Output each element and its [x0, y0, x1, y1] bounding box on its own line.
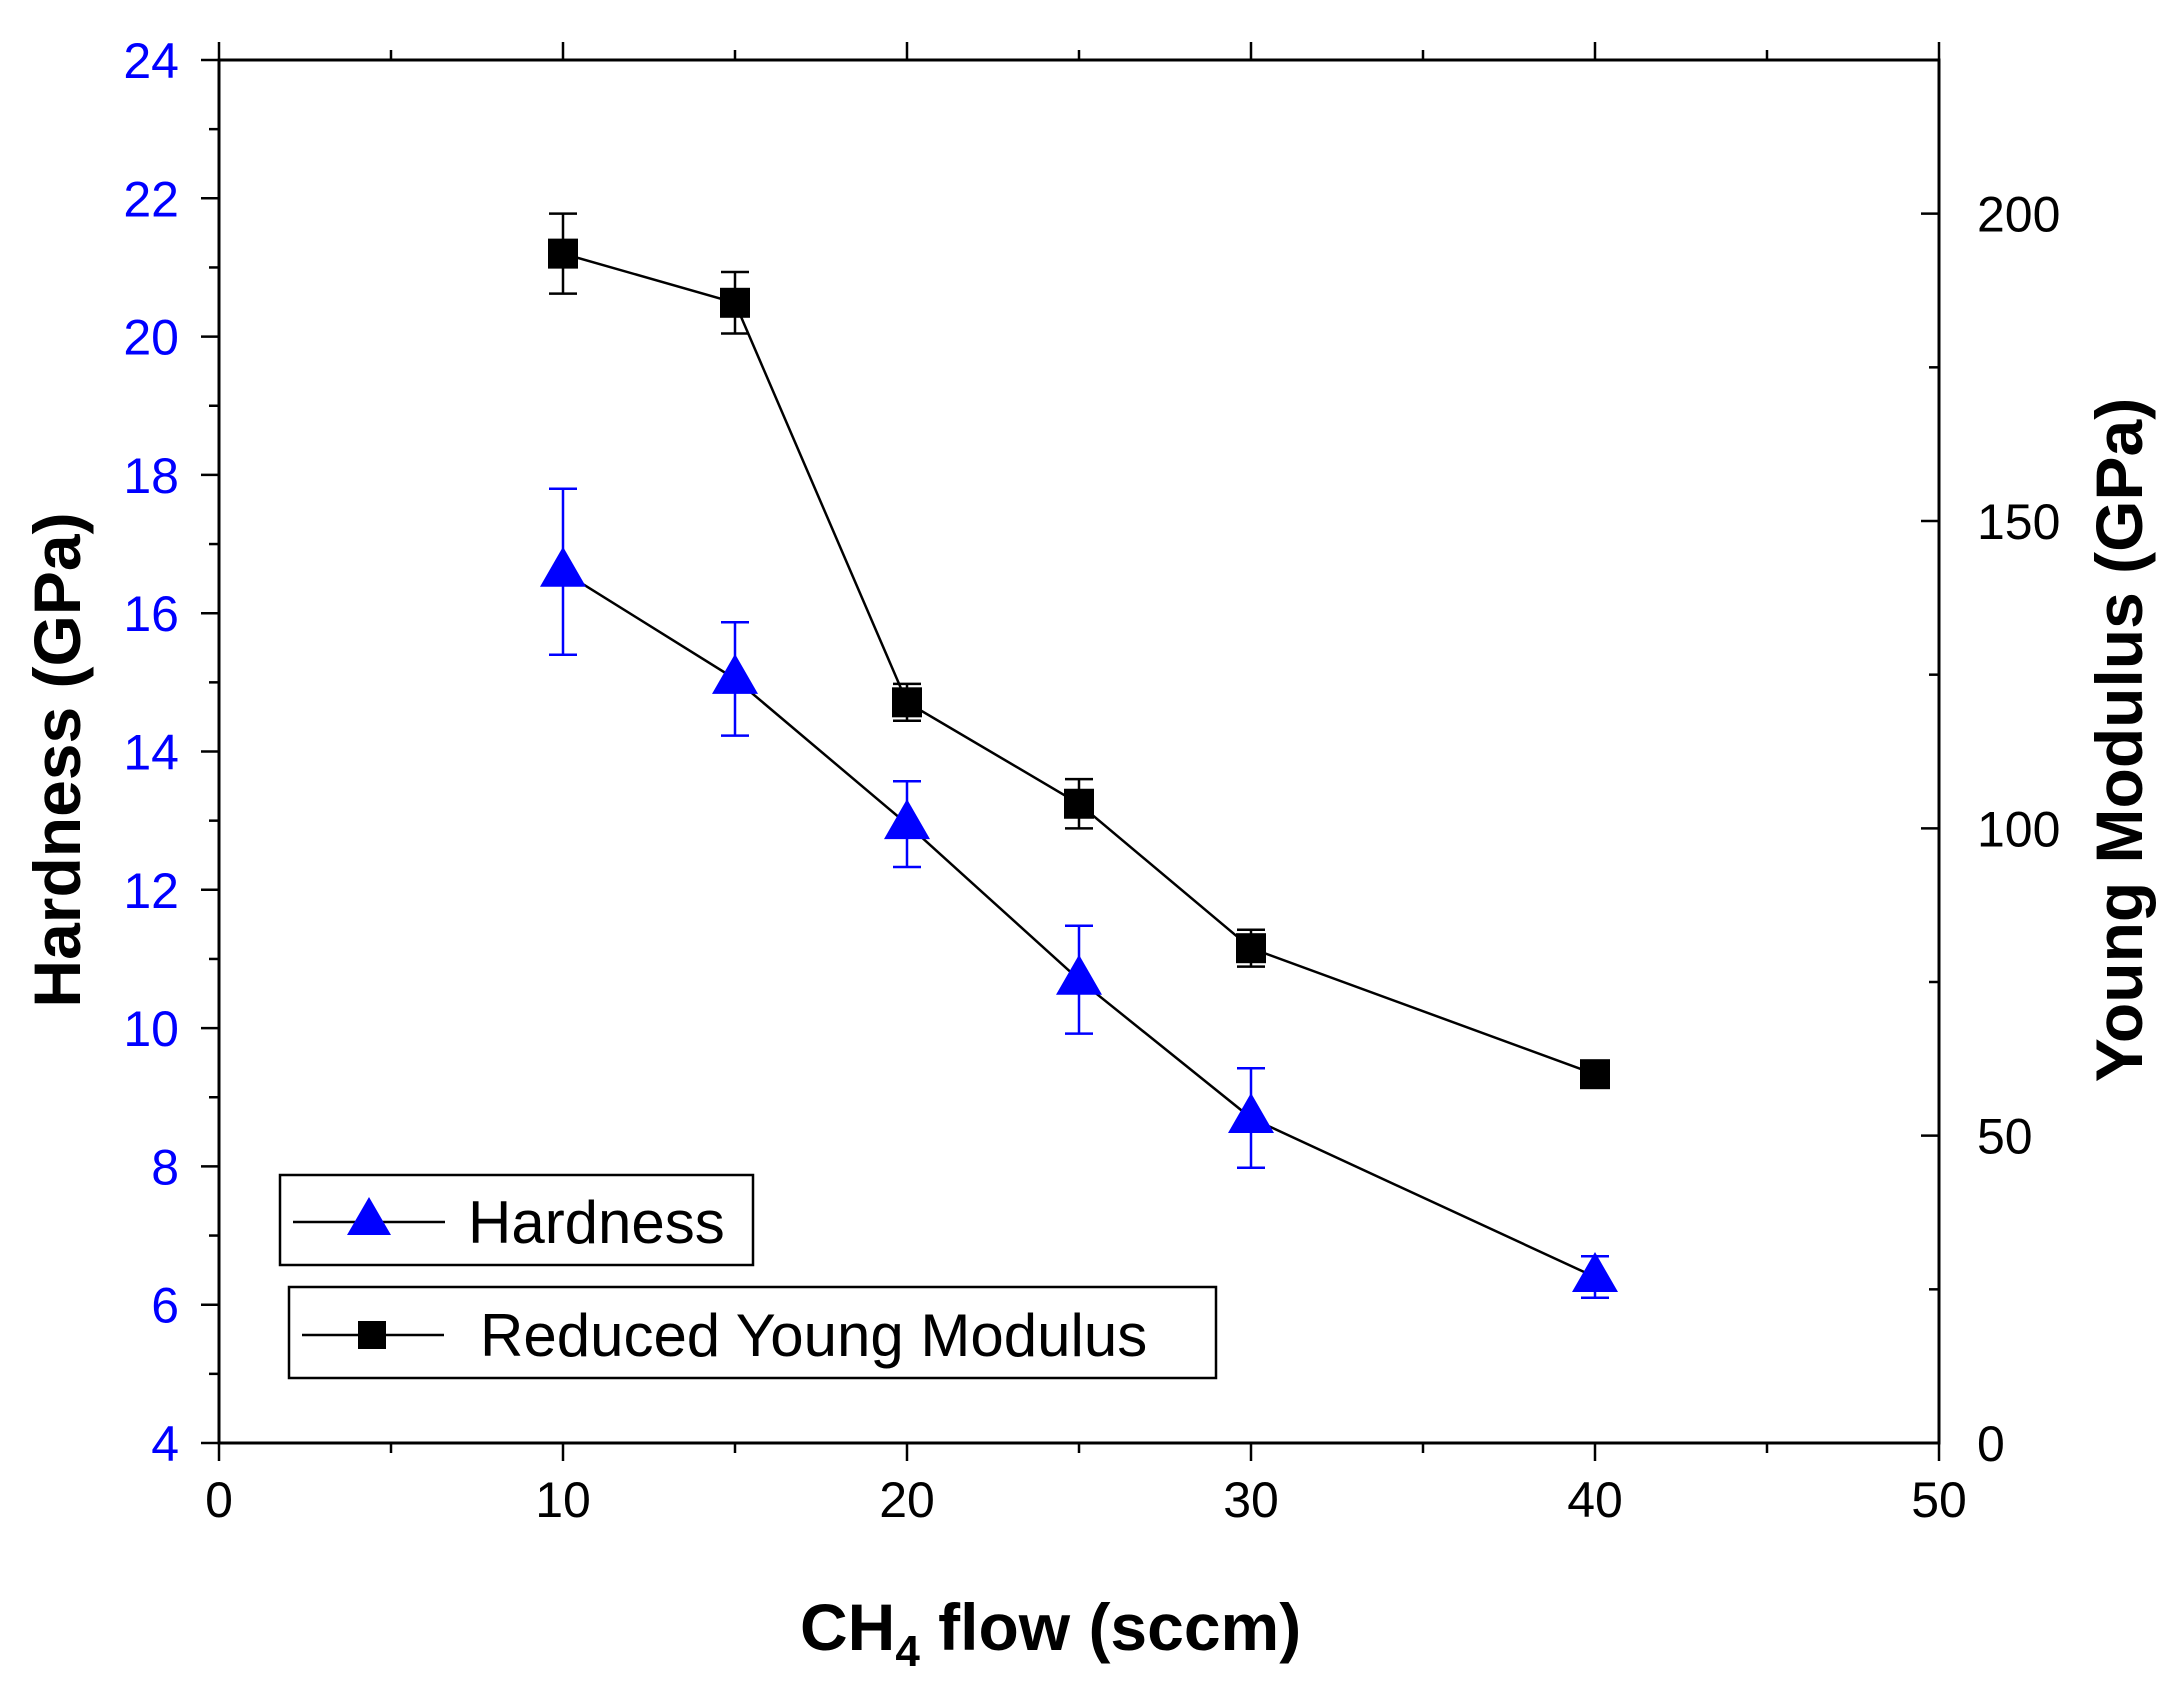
data-point-square: [1236, 933, 1266, 964]
legend-square-marker: [358, 1321, 386, 1349]
data-point-square: [892, 687, 922, 718]
data-point-triangle: [1056, 954, 1102, 995]
x-axis-title-main: CH: [800, 1590, 895, 1664]
right-tick-label: 50: [1977, 1109, 2033, 1165]
series-line: [562, 252, 1596, 1076]
x-axis-title-rest: flow (sccm): [920, 1590, 1301, 1664]
x-tick-label: 0: [205, 1472, 233, 1528]
left-tick-label: 18: [123, 448, 179, 504]
left-tick-label: 6: [151, 1278, 179, 1334]
x-tick-label: 30: [1223, 1472, 1279, 1528]
left-tick-label: 24: [123, 33, 179, 89]
x-axis-title: CH4 flow (sccm): [800, 1590, 1301, 1676]
series-layer: [540, 212, 1618, 1300]
left-tick-label: 20: [123, 310, 179, 366]
data-point-triangle: [1228, 1092, 1274, 1133]
legend-triangle-marker: [347, 1197, 391, 1235]
right-axis-title: Young Modulus (GPa): [2082, 398, 2156, 1082]
left-tick-label: 10: [123, 1001, 179, 1057]
left-tick-label: 12: [123, 863, 179, 919]
left-tick-label: 8: [151, 1139, 179, 1195]
left-tick-label: 14: [123, 725, 179, 781]
x-tick-label: 10: [535, 1472, 591, 1528]
series-reduced-young-modulus: [548, 212, 1610, 1090]
legend-box-modulus: [287, 1285, 1218, 1380]
series-line: [562, 570, 1596, 1279]
data-point-triangle: [1572, 1252, 1618, 1293]
right-tick-label: 100: [1977, 801, 2060, 857]
right-tick-label: 200: [1977, 187, 2060, 243]
data-point-square: [548, 238, 578, 269]
data-point-triangle: [884, 799, 930, 840]
axes-layer: 0 10 20 30 40 5046810121416182022240501001502…: [123, 33, 2060, 1528]
left-axis-title: Hardness (GPa): [20, 512, 94, 1007]
data-point-square: [720, 287, 750, 318]
data-point-square: [1580, 1059, 1610, 1090]
legend-label-hardness: Hardness: [468, 1189, 725, 1256]
data-point-triangle: [540, 546, 586, 587]
series-hardness: [540, 487, 1618, 1300]
right-tick-label: 150: [1977, 494, 2060, 550]
x-tick-label: 20: [879, 1472, 935, 1528]
x-axis-title-subscript: 4: [895, 1627, 920, 1676]
x-tick-label: 40: [1567, 1472, 1623, 1528]
legend-label-modulus: Reduced Young Modulus: [480, 1302, 1147, 1369]
left-tick-label: 16: [123, 586, 179, 642]
legend: Hardness Reduced Young Modulus: [278, 1173, 1218, 1380]
data-point-square: [1064, 788, 1094, 819]
right-tick-label: 0: [1977, 1416, 2005, 1472]
data-point-triangle: [712, 653, 758, 694]
left-tick-label: 22: [123, 171, 179, 227]
left-tick-label: 4: [151, 1416, 179, 1472]
x-tick-label: 50: [1911, 1472, 1967, 1528]
